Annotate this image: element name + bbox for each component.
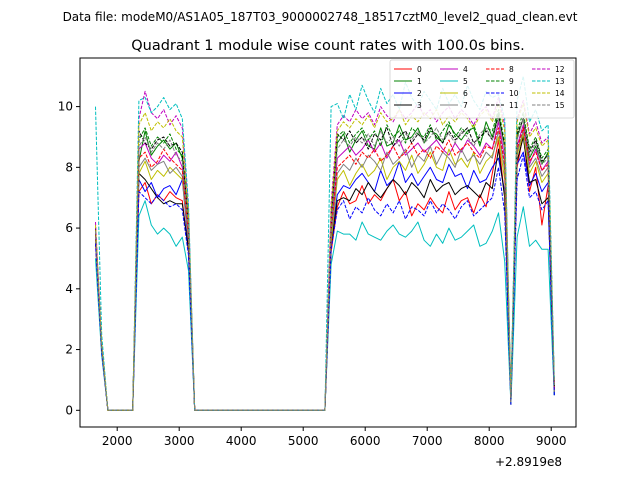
x-tick-label: 8000 <box>474 434 505 448</box>
y-tick-label: 8 <box>65 160 73 174</box>
chart-title: Quadrant 1 module wise count rates with … <box>131 38 525 54</box>
x-tick-label: 7000 <box>412 434 443 448</box>
legend-label-2: 2 <box>417 89 422 98</box>
y-tick-label: 4 <box>65 282 73 296</box>
legend-label-11: 11 <box>509 101 519 110</box>
series-layer <box>95 75 555 411</box>
legend-label-9: 9 <box>509 77 514 86</box>
legend-box <box>389 59 575 119</box>
legend-label-8: 8 <box>509 65 514 74</box>
y-tick-label: 10 <box>58 100 73 114</box>
x-tick-label: 2000 <box>102 434 133 448</box>
y-tick-label: 6 <box>65 221 73 235</box>
legend-label-4: 4 <box>463 65 468 74</box>
legend-label-7: 7 <box>463 101 468 110</box>
y-tick-label: 0 <box>65 403 73 417</box>
legend-label-15: 15 <box>555 101 565 110</box>
x-tick-label: 4000 <box>226 434 257 448</box>
legend-label-0: 0 <box>417 65 422 74</box>
figure-suptitle: Data file: modeM0/AS1A05_187T03_90000027… <box>63 10 578 24</box>
legend-label-10: 10 <box>509 89 519 98</box>
legend-label-6: 6 <box>463 89 468 98</box>
x-tick-label: 3000 <box>164 434 195 448</box>
legend-label-5: 5 <box>463 77 468 86</box>
legend-label-14: 14 <box>555 89 565 98</box>
axes-layer: 2000 3000 4000 5000 6000 7000 8000 9000 0 2 4 6 8 10 <box>58 100 567 448</box>
legend-label-12: 12 <box>555 65 565 74</box>
plot-frame <box>79 57 577 428</box>
series-line-15 <box>95 118 555 411</box>
legend-label-13: 13 <box>555 77 565 86</box>
y-tick-label: 2 <box>65 343 73 357</box>
series-line-8 <box>95 127 555 411</box>
x-axis-offset-label: +2.8919e8 <box>495 455 562 469</box>
series-line-10 <box>95 154 555 411</box>
legend-label-1: 1 <box>417 77 422 86</box>
legend-label-3: 3 <box>417 101 422 110</box>
x-tick-label: 5000 <box>288 434 319 448</box>
x-tick-label: 9000 <box>536 434 567 448</box>
x-tick-label: 6000 <box>350 434 381 448</box>
